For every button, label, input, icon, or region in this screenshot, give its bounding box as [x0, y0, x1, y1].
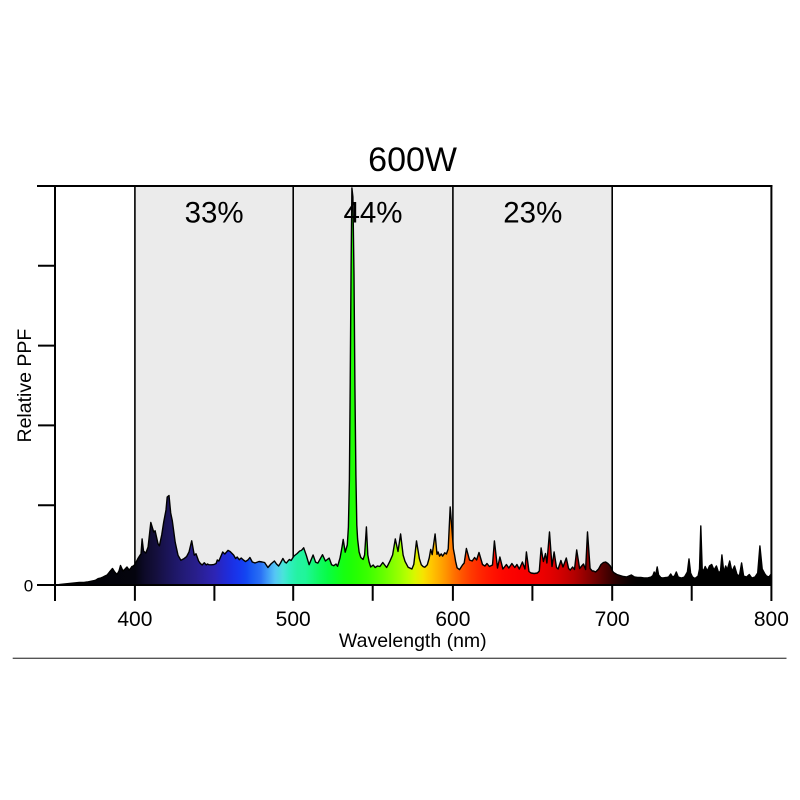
svg-text:44%: 44%: [343, 197, 402, 230]
svg-text:600: 600: [435, 608, 470, 631]
svg-text:23%: 23%: [503, 197, 562, 230]
svg-text:Relative PPF: Relative PPF: [14, 329, 36, 443]
svg-text:400: 400: [117, 608, 152, 631]
svg-text:800: 800: [754, 608, 789, 631]
svg-text:0: 0: [24, 577, 33, 596]
svg-text:33%: 33%: [185, 197, 244, 230]
svg-text:500: 500: [276, 608, 311, 631]
svg-text:700: 700: [595, 608, 630, 631]
svg-text:Wavelength (nm): Wavelength (nm): [339, 630, 487, 652]
svg-text:600W: 600W: [368, 141, 457, 179]
